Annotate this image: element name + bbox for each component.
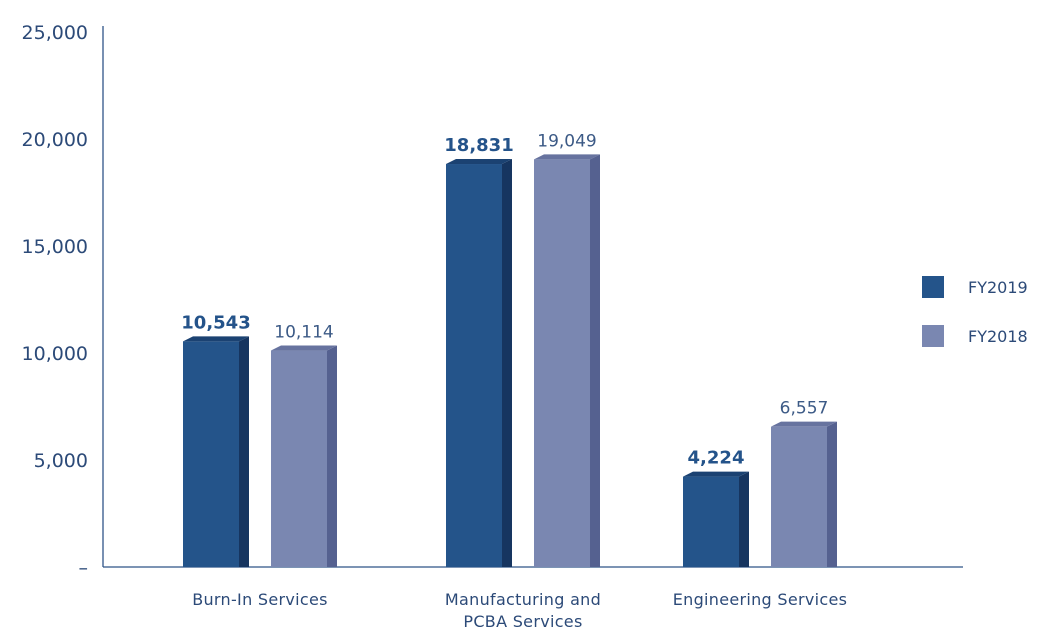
y-tick-label: 20,000 [22, 129, 88, 151]
x-tick-label: PCBA Services [463, 612, 582, 631]
data-label: 18,831 [444, 135, 513, 156]
legend-label: FY2018 [968, 327, 1028, 346]
bar-top [534, 154, 600, 160]
y-tick-label: 15,000 [22, 236, 88, 258]
bar-front [771, 426, 827, 567]
bar-top [771, 421, 837, 427]
bar-fy2018-0 [271, 345, 337, 567]
bar-fy2018-1 [534, 154, 600, 568]
bar-side [327, 345, 337, 567]
y-axis: – 5,000 10,000 15,000 20,000 25,000 [22, 22, 104, 579]
data-label: 10,543 [181, 312, 250, 333]
bar-side [502, 159, 512, 567]
bar-front [446, 164, 502, 567]
data-labels: 10,543 18,831 4,224 10,114 19,049 6,557 [181, 131, 828, 468]
bar-front [271, 350, 327, 567]
data-label: 19,049 [537, 131, 596, 151]
y-tick-label: 25,000 [22, 22, 88, 44]
legend: FY2019 FY2018 [922, 276, 1028, 347]
x-axis: Burn-In Services Manufacturing and PCBA Se… [103, 566, 963, 631]
legend-swatch [922, 276, 944, 298]
data-label: 4,224 [688, 448, 745, 469]
bar-fy2019-2 [683, 471, 749, 567]
bar-front [183, 341, 239, 567]
x-tick-label: Manufacturing and [445, 590, 601, 609]
bar-front [683, 476, 739, 567]
x-tick-label: Burn-In Services [192, 590, 328, 609]
bar-fy2018-2 [771, 421, 837, 567]
data-label: 10,114 [274, 323, 333, 343]
legend-label: FY2019 [968, 278, 1028, 297]
bars [183, 154, 837, 568]
bar-fy2019-1 [446, 159, 512, 567]
x-tick-label: Engineering Services [673, 590, 848, 609]
bar-top [446, 159, 512, 165]
bar-side [239, 336, 249, 567]
bar-fy2019-0 [183, 336, 249, 567]
legend-swatch [922, 325, 944, 347]
legend-item-fy2018: FY2018 [922, 325, 1028, 347]
y-tick-label: 10,000 [22, 343, 88, 365]
bar-side [739, 471, 749, 567]
bar-top [271, 345, 337, 351]
bar-top [183, 336, 249, 342]
bar-side [590, 154, 600, 568]
bar-side [827, 421, 837, 567]
bar-top [683, 471, 749, 477]
bar-front [534, 159, 590, 568]
y-tick-label: 5,000 [34, 450, 88, 472]
y-tick-label: – [79, 557, 89, 579]
data-label: 6,557 [780, 399, 829, 419]
legend-item-fy2019: FY2019 [922, 276, 1028, 298]
